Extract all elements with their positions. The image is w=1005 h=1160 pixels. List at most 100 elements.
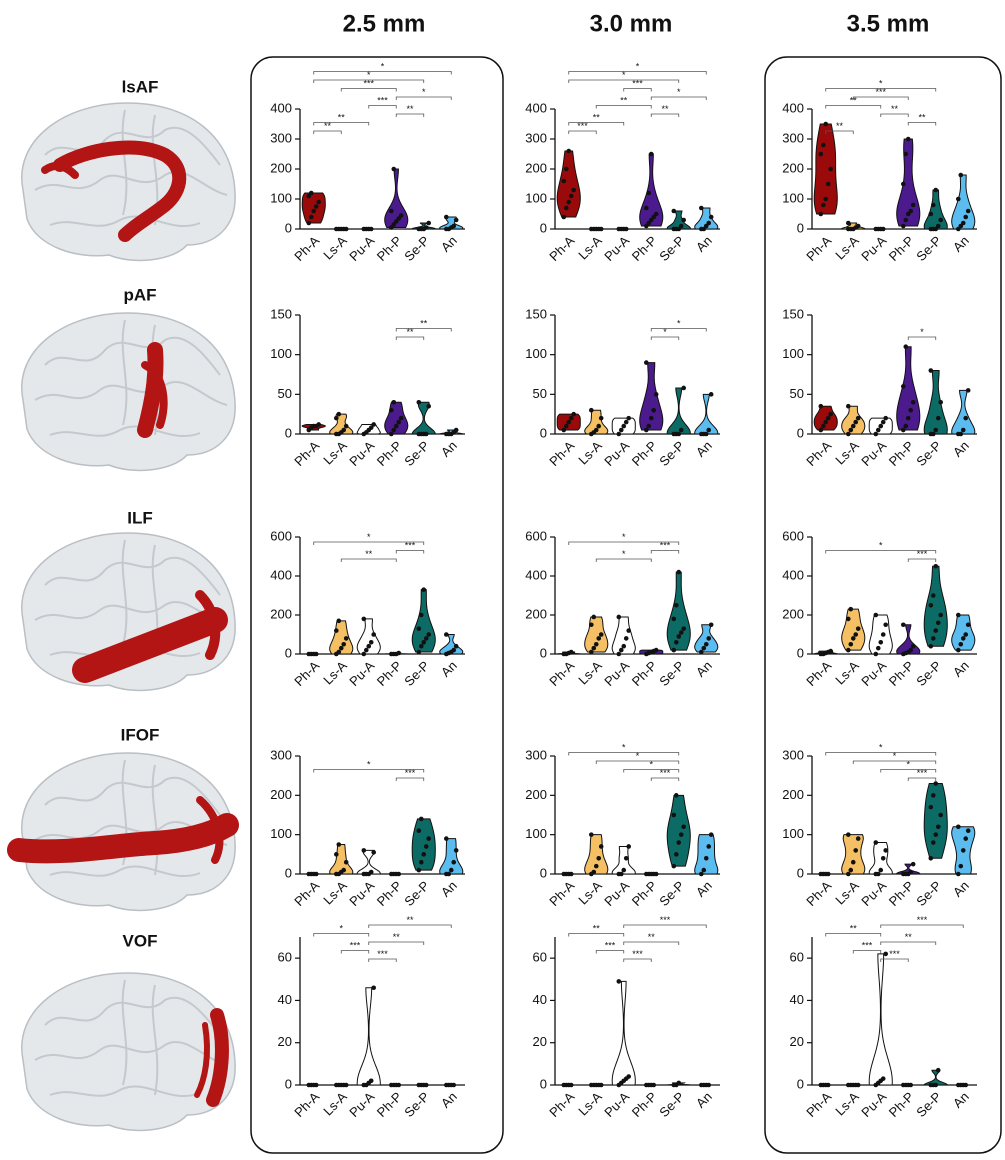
data-point [419,613,424,618]
y-tick-label: 600 [525,528,547,543]
significance-label: ** [365,549,373,559]
category-label: Ls-A [320,658,350,688]
significance-label: ** [620,96,628,106]
data-point [599,632,604,637]
data-point [362,848,367,853]
data-point [853,632,858,637]
data-point [451,860,456,865]
category-label: Ph-A [803,878,834,909]
y-tick-label: 60 [278,950,292,965]
data-point [931,636,936,641]
significance-bracket [569,80,679,83]
data-point [929,805,934,810]
category-label: Ph-A [803,1089,834,1120]
data-point [362,652,367,657]
significance-label: * [622,70,626,80]
data-point [908,408,913,413]
y-tick-label: 60 [533,950,547,965]
significance-bracket [596,951,624,954]
significance-bracket [881,114,909,117]
data-point [676,840,681,845]
y-tick-label: 0 [797,645,804,660]
data-point [419,860,424,865]
data-point [929,603,934,608]
data-point [704,432,709,437]
category-label: Ph-A [803,658,834,689]
significance-label: ** [324,121,332,131]
significance-label: * [622,549,626,559]
data-point [594,642,599,647]
violin [330,845,353,875]
category-label: Se-P [913,1089,944,1120]
y-tick-label: 200 [782,787,804,802]
data-point [848,868,853,873]
category-label: Ls-A [832,878,862,908]
significance-label: *** [377,949,388,959]
y-tick-label: 200 [270,160,292,175]
significance-bracket [881,942,936,945]
data-point [709,392,714,397]
data-point [596,424,601,429]
data-point [883,848,888,853]
significance-label: * [339,924,343,934]
data-point [679,630,684,635]
data-point [311,209,316,214]
significance-bracket [596,761,679,764]
data-point [966,209,971,214]
data-point [366,644,371,649]
data-point [674,640,679,645]
category-label: Ls-A [832,438,862,468]
data-point [679,428,684,433]
category-label: Se-P [913,233,944,264]
data-point [876,428,881,433]
violin [667,211,690,229]
data-point [848,607,853,612]
significance-label: * [879,541,883,551]
category-label: An [950,878,972,900]
significance-bracket [596,559,651,562]
data-point [821,143,826,148]
violin [869,954,892,1085]
violin [814,406,837,430]
data-point [956,825,961,830]
significance-label: *** [917,915,928,925]
category-label: Ph-P [886,1089,917,1120]
data-point [446,872,451,877]
y-tick-label: 600 [270,528,292,543]
category-label: Ls-A [832,658,862,688]
significance-label: ** [850,924,858,934]
violin-panel: 0200400600Ph-ALs-APu-APh-PSe-PAn**** [782,528,977,689]
category-label: Ph-A [546,438,577,469]
significance-label: *** [917,549,928,559]
data-point [706,221,711,226]
data-point [644,206,649,211]
data-point [851,860,856,865]
data-point [706,1083,711,1088]
data-point [454,218,459,223]
data-point [396,872,401,877]
data-point [371,632,376,637]
data-point [571,412,576,417]
category-label: An [438,438,460,460]
y-tick-label: 300 [525,747,547,762]
data-point [853,848,858,853]
data-point [334,852,339,857]
data-point [424,225,429,230]
data-point [826,872,831,877]
data-point [701,868,706,873]
significance-bracket [853,761,936,764]
data-point [451,1083,456,1088]
data-point [417,868,422,873]
significance-bracket [624,925,707,928]
y-tick-label: 0 [540,1076,547,1091]
data-point [903,152,908,157]
data-point [929,644,934,649]
data-point [931,840,936,845]
data-point [336,412,341,417]
data-point [336,619,341,624]
data-point [681,218,686,223]
significance-label: * [649,760,653,770]
data-point [426,404,431,409]
data-point [417,650,422,655]
y-tick-label: 400 [525,567,547,582]
